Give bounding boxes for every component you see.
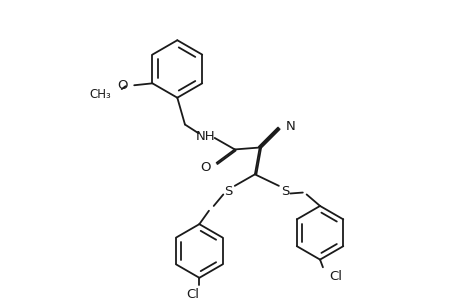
Text: S: S [281,185,289,198]
Text: CH₃: CH₃ [90,88,111,101]
Text: O: O [200,161,210,174]
Text: O: O [117,79,127,92]
Text: Cl: Cl [186,288,199,300]
Text: Cl: Cl [329,270,342,283]
Text: S: S [224,185,232,198]
Text: NH: NH [196,130,215,143]
Text: N: N [285,121,295,134]
